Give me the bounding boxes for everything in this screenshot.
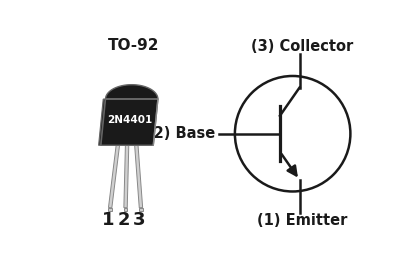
Bar — [124, 208, 127, 211]
Polygon shape — [106, 85, 158, 99]
Polygon shape — [135, 145, 143, 208]
Bar — [139, 208, 143, 211]
Text: 3: 3 — [133, 211, 145, 229]
Polygon shape — [99, 99, 106, 145]
Polygon shape — [124, 145, 129, 208]
Text: 1: 1 — [102, 211, 115, 229]
Polygon shape — [109, 145, 120, 208]
Text: (1) Emitter: (1) Emitter — [257, 213, 347, 228]
Text: TO-92: TO-92 — [108, 38, 159, 53]
Text: 2N4401: 2N4401 — [107, 115, 152, 125]
Polygon shape — [101, 99, 158, 145]
Bar — [109, 208, 112, 211]
Text: 2: 2 — [118, 211, 130, 229]
Text: (3) Collector: (3) Collector — [251, 39, 353, 54]
Text: (2) Base: (2) Base — [148, 126, 216, 141]
